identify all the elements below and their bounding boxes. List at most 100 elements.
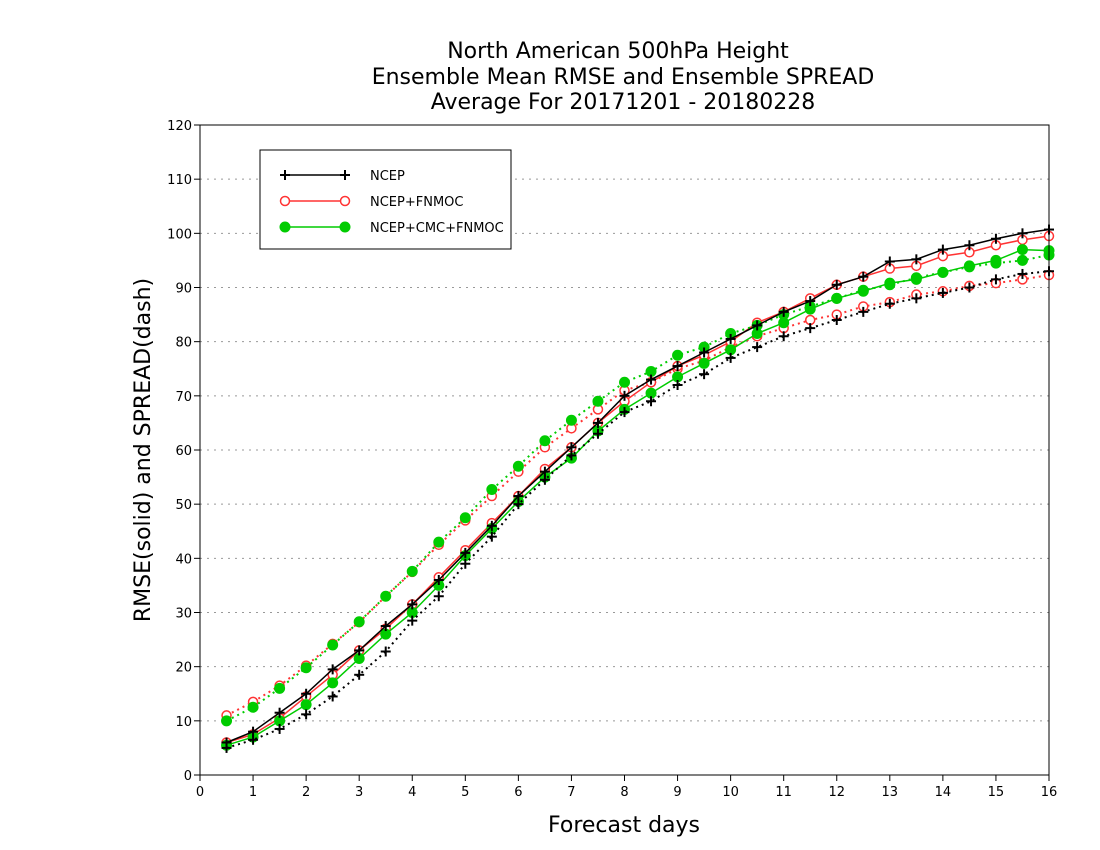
y-tick-label: 30 xyxy=(175,607,192,622)
y-tick-label: 50 xyxy=(175,498,192,513)
spread-point xyxy=(937,287,948,298)
rmse-point xyxy=(354,645,365,656)
legend-marker xyxy=(339,221,351,233)
spread-point xyxy=(380,646,391,657)
spread-point xyxy=(354,669,365,680)
legend-marker xyxy=(279,195,291,207)
legend-marker xyxy=(279,221,291,233)
legend-entry: NCEP xyxy=(280,169,405,184)
grid xyxy=(200,178,1049,722)
spread-line xyxy=(226,270,1050,749)
rmse-point xyxy=(911,254,922,265)
legend-marker xyxy=(280,170,290,180)
rmse-point xyxy=(831,279,842,290)
spread-point xyxy=(300,662,312,674)
rmse-point xyxy=(964,240,975,251)
y-tick-label: 100 xyxy=(167,227,192,242)
spread-point xyxy=(805,323,816,334)
x-tick-label: 10 xyxy=(722,785,739,800)
x-tick-label: 3 xyxy=(355,785,363,800)
spread-point xyxy=(353,616,365,628)
rmse-point xyxy=(592,417,603,428)
chart-title-line-3: Average For 20171201 - 20180228 xyxy=(431,90,816,115)
rmse-point xyxy=(990,254,1002,266)
y-tick-label: 10 xyxy=(175,715,192,730)
spread-point xyxy=(433,591,444,602)
spread-point xyxy=(619,376,630,388)
rmse-point xyxy=(486,520,497,531)
rmse-point xyxy=(1016,244,1028,256)
chart-title-line-2: Ensemble Mean RMSE and Ensemble SPREAD xyxy=(372,65,875,90)
spread-line xyxy=(226,254,1050,722)
rmse-point xyxy=(805,296,816,307)
spread-point xyxy=(990,274,1001,285)
x-tick-label: 5 xyxy=(461,785,469,800)
y-axis-label: RMSE(solid) and SPREAD(dash) xyxy=(131,278,156,622)
rmse-point xyxy=(380,621,391,632)
rmse-point xyxy=(407,599,418,610)
legend-marker xyxy=(340,170,350,180)
rmse-point xyxy=(910,273,922,285)
y-tick-label: 110 xyxy=(167,173,192,188)
x-tick-label: 13 xyxy=(882,785,899,800)
rmse-point xyxy=(831,292,843,304)
rmse-point xyxy=(884,277,896,289)
chart-title: North American 500hPa Height Ensemble Me… xyxy=(372,39,875,115)
x-tick-label: 7 xyxy=(567,785,575,800)
rmse-point xyxy=(460,547,471,558)
rmse-point xyxy=(513,491,524,502)
spread-point xyxy=(433,536,445,548)
spread-point xyxy=(221,715,233,727)
y-tick-label: 70 xyxy=(175,390,192,405)
spread-point xyxy=(725,352,736,363)
spread-point xyxy=(274,723,285,734)
x-tick-label: 9 xyxy=(673,785,681,800)
rmse-point xyxy=(566,442,577,453)
spread-line xyxy=(226,274,1050,717)
rmse-point xyxy=(778,317,790,329)
rmse-point xyxy=(725,333,736,344)
spread-point xyxy=(1016,254,1028,266)
x-axis-label: Forecast days xyxy=(548,813,700,838)
rmse-point xyxy=(221,737,232,748)
y-tick-label: 20 xyxy=(175,661,192,676)
spread-point xyxy=(274,682,286,694)
rmse-point xyxy=(433,575,444,585)
y-tick-label: 60 xyxy=(175,444,192,459)
legend-entry: NCEP+FNMOC xyxy=(279,195,463,210)
spread-point xyxy=(459,512,471,524)
rmse-point xyxy=(301,688,312,699)
rmse-point xyxy=(857,285,869,297)
spread-point xyxy=(460,558,471,569)
rmse-point xyxy=(884,256,895,267)
rmse-point xyxy=(1017,228,1028,239)
spread-point xyxy=(327,639,339,651)
spread-point xyxy=(565,414,577,426)
spread-point xyxy=(884,298,895,309)
rmse-point xyxy=(248,726,259,737)
spread-point xyxy=(592,395,604,407)
series-ncep-cmc-fnmoc xyxy=(221,244,1055,751)
series-layer xyxy=(221,224,1055,753)
spread-point xyxy=(964,282,975,293)
x-tick-label: 11 xyxy=(775,785,792,800)
rmse-point xyxy=(699,347,710,358)
spread-point xyxy=(512,460,524,472)
spread-point xyxy=(778,331,789,342)
rmse-line xyxy=(226,228,1050,744)
y-tick-label: 80 xyxy=(175,336,192,351)
rmse-point xyxy=(698,357,710,369)
spread-point xyxy=(858,306,869,317)
legend-entry: NCEP+CMC+FNMOC xyxy=(279,221,504,236)
x-tick-label: 16 xyxy=(1041,785,1058,800)
rmse-line xyxy=(226,248,1050,746)
rmse-point xyxy=(539,466,550,477)
x-tick-label: 8 xyxy=(620,785,628,800)
spread-point xyxy=(911,293,922,304)
spread-point xyxy=(327,691,338,702)
rmse-point xyxy=(963,260,975,272)
rmse-point xyxy=(646,374,657,385)
spread-point xyxy=(672,349,684,361)
spread-point xyxy=(1017,268,1028,279)
